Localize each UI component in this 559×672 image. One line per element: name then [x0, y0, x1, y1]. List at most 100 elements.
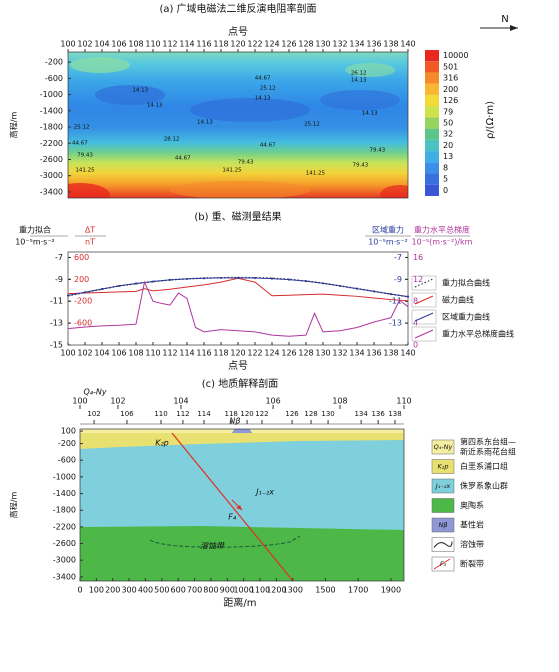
- colorbar-label: 0: [443, 186, 448, 195]
- y-tick-label: -1400: [53, 489, 76, 498]
- series-marker: [321, 282, 325, 285]
- x-tick-label: 122: [247, 349, 262, 358]
- panel-title: (a) 广域电磁法二维反演电阻率剖面: [159, 2, 316, 15]
- top-tick-label: 118: [225, 410, 238, 418]
- series-marker: [134, 282, 138, 285]
- axis-title: nT: [85, 238, 95, 247]
- contour-label: 79.43: [238, 159, 254, 165]
- y-tick-label: 600: [74, 253, 89, 262]
- x-axis-label: 点号: [228, 26, 248, 38]
- y-tick-label: -3000: [53, 556, 76, 565]
- colorbar-label: 200: [443, 85, 458, 94]
- y-tick-label: -600: [45, 74, 63, 83]
- contour-label: 26.12: [351, 71, 367, 77]
- x-tick-label: 138: [383, 40, 398, 49]
- y-tick-label: -7: [394, 253, 402, 262]
- legend-label: 重力拟合曲线: [442, 278, 490, 288]
- contour-label: 141.25: [75, 168, 95, 174]
- legend-swatch: [414, 312, 434, 322]
- series-marker: [338, 284, 342, 288]
- x-tick-label: 114: [179, 40, 194, 49]
- x-tick-label: 140: [400, 40, 415, 49]
- colorbar-swatch: [425, 139, 439, 152]
- colorbar-swatch: [425, 72, 439, 84]
- y-tick-label: 200: [74, 275, 89, 284]
- section-label: F₄: [228, 512, 237, 521]
- x-tick-label: 300: [121, 586, 136, 595]
- x-tick-label: 102: [77, 349, 92, 358]
- x-tick-label: 128: [298, 349, 313, 358]
- top-tick-label: 102: [87, 410, 100, 418]
- colorbar-swatch: [425, 117, 439, 129]
- colorbar-swatch: [425, 106, 439, 118]
- x-tick-label: 1100: [250, 586, 270, 595]
- x-tick-label: 136: [366, 349, 381, 358]
- contour-label: 79.43: [370, 148, 386, 154]
- axis-title: 10⁻⁵m·s⁻²: [15, 238, 55, 247]
- colorbar-label: 20: [443, 141, 453, 150]
- axis-title: 区域重力: [372, 225, 404, 235]
- x-tick-label: 700: [187, 586, 202, 595]
- series-marker: [100, 287, 104, 291]
- x-tick-label: 1300: [283, 586, 303, 595]
- top-tick-label: 100: [72, 397, 87, 406]
- x-tick-label: 108: [128, 349, 143, 358]
- legend-label: 第四系东台组—: [460, 437, 516, 447]
- series-marker: [355, 287, 359, 290]
- colorbar-swatch: [425, 50, 439, 62]
- x-tick-label: 1200: [266, 586, 286, 595]
- x-tick-label: 800: [203, 586, 218, 595]
- contour-label: 14.13: [362, 110, 378, 116]
- top-tick-label: 134: [354, 410, 368, 418]
- legend-symbol: K₂p: [438, 463, 449, 471]
- y-tick-label: -600: [58, 456, 76, 465]
- contour-label: 14.13: [351, 77, 367, 83]
- section-label: K₂p: [155, 439, 169, 448]
- top-tick-label: 128: [304, 410, 317, 418]
- x-axis-label: 点号: [228, 360, 248, 372]
- x-tick-label: 124: [264, 349, 279, 358]
- colorbar-label: 10000: [443, 51, 468, 60]
- legend-label: 白垩系浦口组: [460, 461, 508, 471]
- y-tick-label: -600: [74, 319, 92, 328]
- top-tick-label: 106: [120, 410, 134, 418]
- panel-title: (b) 重、磁测量结果: [194, 210, 281, 223]
- colorbar-swatch: [425, 151, 439, 163]
- x-tick-label: 1500: [315, 586, 335, 595]
- top-tick-label: 110: [396, 397, 411, 406]
- x-tick-label: 200: [105, 586, 120, 595]
- x-tick-label: 900: [220, 586, 235, 595]
- y-tick-label: -2200: [40, 139, 63, 148]
- top-tick-label: 130: [321, 410, 334, 418]
- y-tick-label: -11: [50, 297, 63, 306]
- series-marker: [287, 278, 291, 281]
- x-tick-label: 110: [145, 349, 160, 358]
- series-line: [67, 280, 409, 337]
- y-tick-label: -13: [50, 319, 63, 328]
- y-tick-label: -1000: [40, 90, 63, 99]
- top-tick-label: 138: [388, 410, 401, 418]
- y-tick-label: -13: [389, 319, 402, 328]
- resistivity-field: [68, 52, 408, 198]
- series-line: [67, 277, 409, 302]
- contour-label: 44.67: [72, 140, 88, 146]
- x-tick-label: 138: [383, 349, 398, 358]
- colorbar-label: 13: [443, 152, 453, 161]
- y-axis-label: 高程/m: [9, 112, 19, 139]
- colorbar-label: 316: [443, 74, 458, 83]
- legend-label: 断裂带: [460, 559, 484, 569]
- x-tick-label: 134: [349, 40, 364, 49]
- x-tick-label: 500: [154, 586, 169, 595]
- x-tick-label: 134: [349, 349, 364, 358]
- x-tick-label: 600: [171, 586, 186, 595]
- x-tick-label: 114: [179, 349, 194, 358]
- x-tick-label: 104: [94, 349, 109, 358]
- legend-box: [411, 292, 437, 308]
- x-tick-label: 124: [264, 40, 279, 49]
- y-tick-label: -1400: [40, 106, 63, 115]
- x-tick-label: 120: [230, 40, 245, 49]
- x-tick-label: 128: [298, 40, 313, 49]
- series-marker: [270, 277, 274, 280]
- y-tick-label: -11: [389, 297, 402, 306]
